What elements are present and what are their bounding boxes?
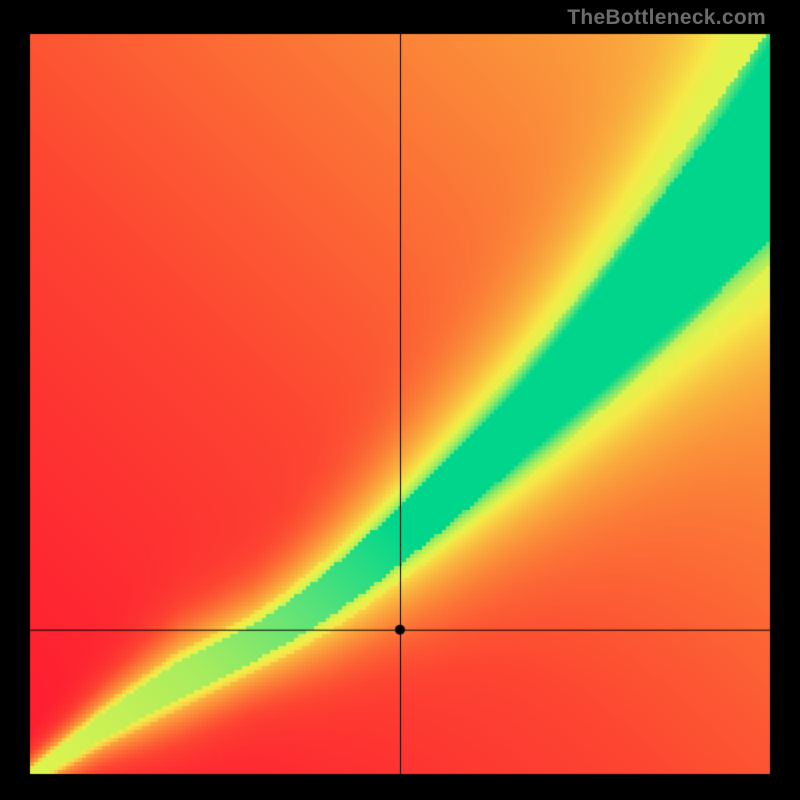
watermark-text: TheBottleneck.com	[567, 6, 766, 30]
bottleneck-heatmap	[0, 0, 800, 800]
